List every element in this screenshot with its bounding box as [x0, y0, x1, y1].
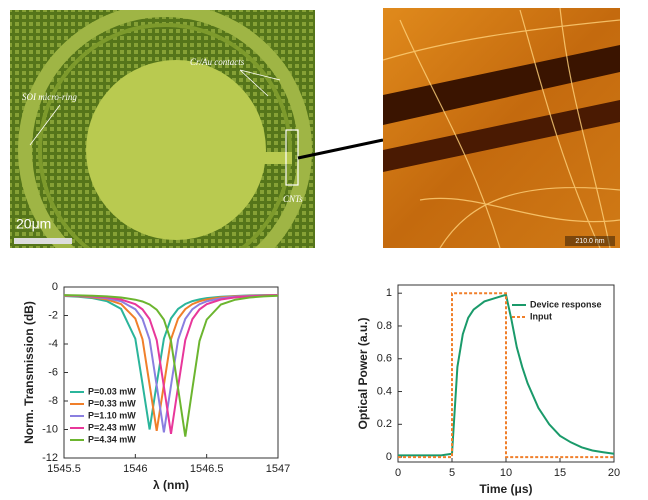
- x-tick-label: 20: [608, 467, 620, 479]
- y-tick-label: -10: [42, 423, 58, 435]
- y-tick-label: 0.4: [377, 385, 392, 397]
- x-axis-label: Time (μs): [479, 482, 532, 496]
- scale-label: 20μm: [16, 216, 51, 232]
- x-tick-label: 5: [449, 467, 455, 479]
- y-tick-label: 1: [386, 287, 392, 299]
- afm-scale: 210.0 nm: [575, 238, 604, 245]
- x-tick-label: 1546.5: [190, 463, 224, 475]
- x-tick-label: 10: [500, 467, 512, 479]
- y-axis-label: Norm. Transmission (dB): [22, 301, 36, 444]
- y-tick-label: 0.6: [377, 353, 392, 365]
- contacts-label: Cr/Au contacts: [190, 57, 245, 67]
- legend-label: P=0.33 mW: [88, 398, 136, 408]
- data-line: [398, 292, 614, 459]
- y-tick-label: -4: [48, 338, 58, 350]
- y-tick-label: -6: [48, 366, 58, 378]
- data-line: [398, 293, 615, 457]
- y-tick-label: 0: [52, 281, 58, 293]
- y-tick-label: -8: [48, 395, 58, 407]
- x-tick-label: 0: [395, 467, 401, 479]
- legend-label: P=4.34 mW: [88, 434, 136, 444]
- data-line: [63, 294, 279, 437]
- legend-label: P=1.10 mW: [88, 410, 136, 420]
- y-tick-label: 0.2: [377, 418, 392, 430]
- connector: [297, 138, 384, 160]
- x-tick-label: 1545.5: [47, 463, 81, 475]
- legend-label: P=0.03 mW: [88, 386, 136, 396]
- y-axis-label: Optical Power (a.u.): [356, 317, 370, 429]
- data-line: [63, 294, 279, 430]
- y-tick-label: -12: [42, 452, 58, 464]
- y-tick-label: 0: [386, 451, 392, 463]
- legend-label: Device response: [530, 299, 602, 309]
- data-line: [63, 294, 279, 434]
- legend-label: Input: [530, 311, 552, 321]
- micrograph: [10, 10, 315, 248]
- ring-label: SOI micro-ring: [22, 92, 77, 102]
- y-tick-label: -2: [48, 309, 58, 321]
- legend-label: P=2.43 mW: [88, 422, 136, 432]
- afm-image: [383, 8, 620, 248]
- x-tick-label: 1546: [123, 463, 147, 475]
- cnt-label: CNTs: [283, 194, 303, 204]
- y-tick-label: 0.8: [377, 320, 392, 332]
- x-axis-label: λ (nm): [153, 478, 189, 492]
- x-tick-label: 1547: [266, 463, 290, 475]
- x-tick-label: 15: [554, 467, 566, 479]
